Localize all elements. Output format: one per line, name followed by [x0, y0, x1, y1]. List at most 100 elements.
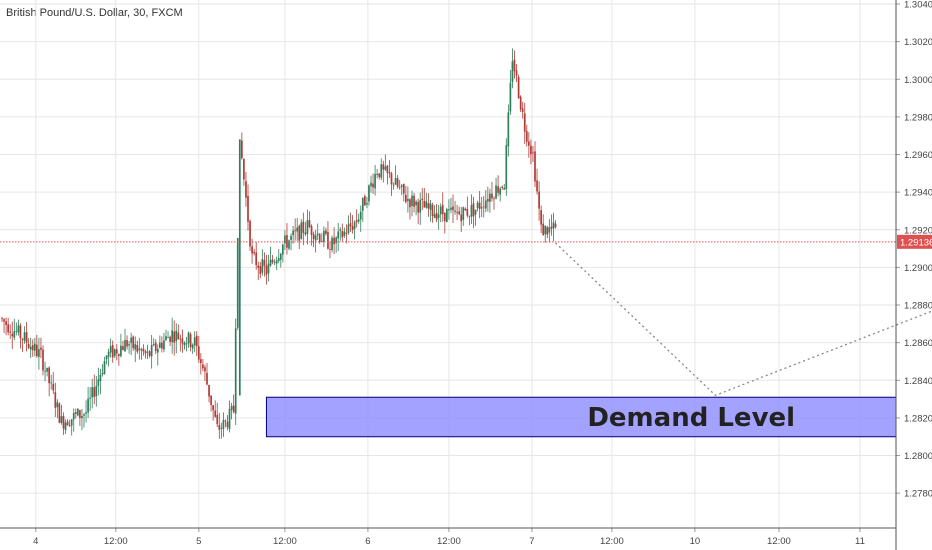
projection-path	[555, 242, 932, 397]
current-price-box	[897, 234, 932, 249]
candle-body	[308, 220, 311, 227]
candle-body	[298, 225, 301, 241]
candle-body	[259, 266, 262, 274]
candle-body	[273, 262, 276, 264]
candle-body	[353, 221, 356, 230]
candle-body	[74, 412, 77, 414]
candle-body	[177, 332, 180, 340]
candle-body	[64, 422, 67, 431]
candle-body	[3, 319, 5, 322]
candle-body	[197, 346, 200, 360]
candle-body	[355, 220, 358, 223]
candle-body	[312, 234, 315, 240]
candle-body	[484, 200, 487, 209]
candle-body	[167, 337, 169, 339]
candle-body	[333, 237, 335, 245]
candle-body	[275, 260, 278, 264]
candle-body	[226, 421, 229, 428]
candle-body	[241, 140, 243, 159]
x-tick-label: 7	[529, 536, 534, 547]
candle-body	[398, 186, 401, 188]
candle-body	[154, 342, 157, 351]
candle-body	[292, 230, 294, 236]
candle-body	[183, 342, 186, 346]
candle-body	[421, 198, 424, 200]
candle-body	[343, 231, 346, 236]
candle-body	[173, 331, 176, 343]
candle-body	[435, 212, 438, 220]
candle-body	[36, 344, 38, 357]
candle-body	[470, 205, 473, 217]
candle-body	[222, 419, 225, 430]
candle-body	[386, 165, 389, 173]
candle-body	[487, 198, 489, 202]
candle-body	[5, 321, 7, 325]
candle-body	[218, 424, 221, 430]
candle-body	[245, 181, 247, 198]
candle-body	[66, 421, 69, 426]
candle-body	[267, 263, 270, 274]
candle-body	[128, 344, 130, 346]
candle-body	[300, 222, 303, 239]
candle-body	[161, 342, 163, 349]
candle-body	[544, 225, 547, 235]
candle-body	[70, 419, 73, 426]
candle-body	[542, 223, 545, 236]
candle-body	[134, 344, 137, 350]
candle-body	[310, 226, 313, 235]
candle-body	[282, 244, 284, 255]
candle-body	[423, 200, 426, 208]
candle-body	[243, 159, 245, 180]
candle-body	[249, 221, 251, 247]
candle-body	[474, 209, 477, 215]
candle-body	[376, 173, 378, 175]
candle-body	[370, 182, 372, 187]
candle-body	[210, 395, 212, 405]
candle-body	[286, 235, 288, 248]
candle-body	[109, 346, 112, 353]
demand-zone-rect	[265, 396, 897, 438]
y-tick-label: 1.28800	[904, 301, 932, 312]
x-tick-label: 12:00	[273, 536, 297, 547]
candle-body	[374, 173, 376, 189]
candle-body	[111, 345, 114, 358]
candle-body	[95, 385, 98, 397]
candle-body	[181, 338, 184, 344]
candle-body	[234, 328, 237, 414]
candle-body	[517, 76, 520, 99]
candle-body	[538, 191, 540, 209]
candle-body	[208, 384, 210, 397]
candle-body	[33, 343, 36, 351]
y-tick-label: 1.28600	[904, 338, 932, 349]
candle-body	[392, 184, 395, 186]
candle-body	[29, 346, 32, 350]
candle-body	[126, 339, 128, 347]
candle-body	[540, 210, 542, 225]
candle-body	[169, 336, 171, 342]
candle-body	[464, 208, 467, 211]
candle-body	[228, 408, 231, 430]
candle-body	[107, 351, 110, 357]
candle-body	[335, 237, 337, 244]
candle-body	[122, 346, 124, 350]
candle-body	[296, 227, 299, 232]
candle-body	[212, 405, 214, 411]
candle-body	[325, 230, 327, 234]
current-price-label: 1.29136	[900, 237, 932, 248]
candle-body	[136, 344, 139, 352]
candle-body	[15, 331, 18, 332]
candle-body	[339, 229, 342, 231]
candle-body	[306, 220, 309, 234]
y-tick-label: 1.28000	[904, 451, 932, 462]
candle-body	[413, 195, 415, 207]
x-tick-label: 6	[365, 536, 370, 547]
candle-body	[532, 152, 534, 154]
candle-body	[536, 180, 538, 192]
candle-body	[507, 112, 510, 147]
candle-body	[493, 198, 495, 200]
candle-body	[552, 222, 555, 229]
candle-body	[409, 199, 411, 208]
candle-body	[554, 223, 557, 228]
candle-body	[378, 173, 381, 177]
